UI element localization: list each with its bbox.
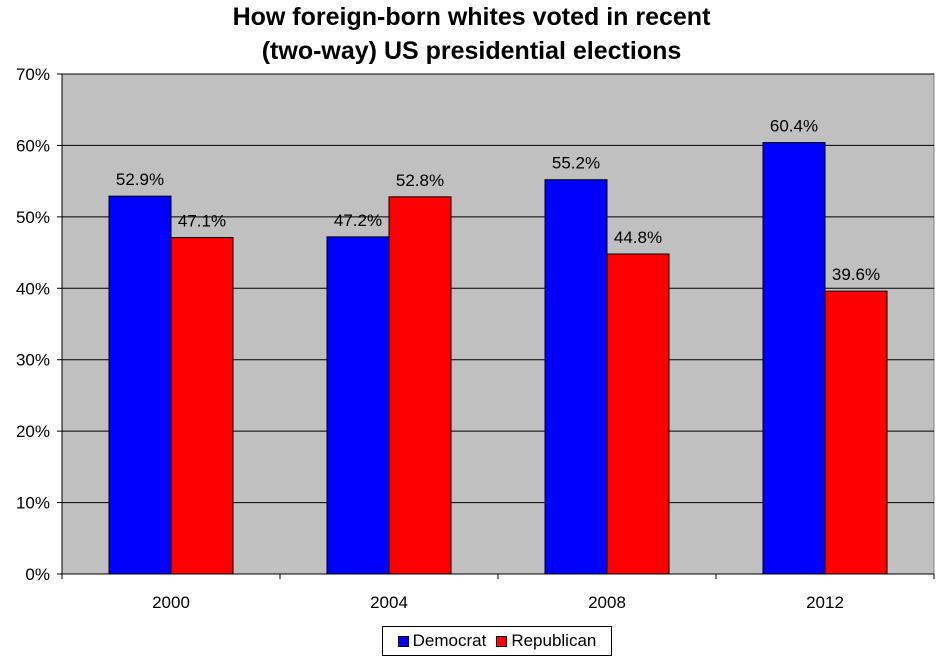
data-label: 52.9% [116, 170, 164, 189]
chart-title-line-1: How foreign-born whites voted in recent [232, 3, 711, 31]
bar-democrat [762, 142, 826, 575]
bar-republican [606, 253, 670, 575]
x-tick-label: 2012 [806, 593, 844, 612]
legend-item-republican: Republican [496, 631, 596, 651]
legend-swatch-republican [496, 635, 508, 647]
chart-title: How foreign-born whites voted in recent … [0, 0, 943, 70]
y-tick-label: 30% [16, 351, 50, 370]
bar-republican [388, 196, 452, 575]
y-tick-label: 50% [16, 208, 50, 227]
y-tick-label: 0% [25, 565, 50, 584]
legend: Democrat Republican [382, 626, 612, 656]
y-tick-label: 40% [16, 279, 50, 298]
bar-republican [824, 290, 888, 575]
x-tick-label: 2008 [588, 593, 626, 612]
y-tick-label: 60% [16, 136, 50, 155]
x-tick-label: 2004 [370, 593, 408, 612]
chart-title-line-2: (two-way) US presidential elections [261, 37, 682, 65]
data-label: 47.1% [178, 212, 226, 231]
bar-republican [170, 237, 234, 575]
data-label: 39.6% [832, 265, 880, 284]
data-label: 47.2% [334, 211, 382, 230]
y-tick-label: 70% [16, 65, 50, 84]
data-label: 60.4% [770, 117, 818, 136]
legend-label-democrat: Democrat [412, 631, 487, 650]
y-tick-label: 10% [16, 494, 50, 513]
data-label: 55.2% [552, 154, 600, 173]
legend-item-democrat: Democrat [397, 631, 487, 651]
legend-label-republican: Republican [511, 631, 597, 650]
x-tick-label: 2000 [152, 593, 190, 612]
bar-democrat [326, 236, 390, 575]
data-label: 52.8% [396, 171, 444, 190]
bar-democrat [544, 179, 608, 575]
bar-democrat [108, 195, 172, 575]
data-label: 44.8% [614, 228, 662, 247]
y-tick-label: 20% [16, 422, 50, 441]
legend-swatch-democrat [397, 635, 409, 647]
